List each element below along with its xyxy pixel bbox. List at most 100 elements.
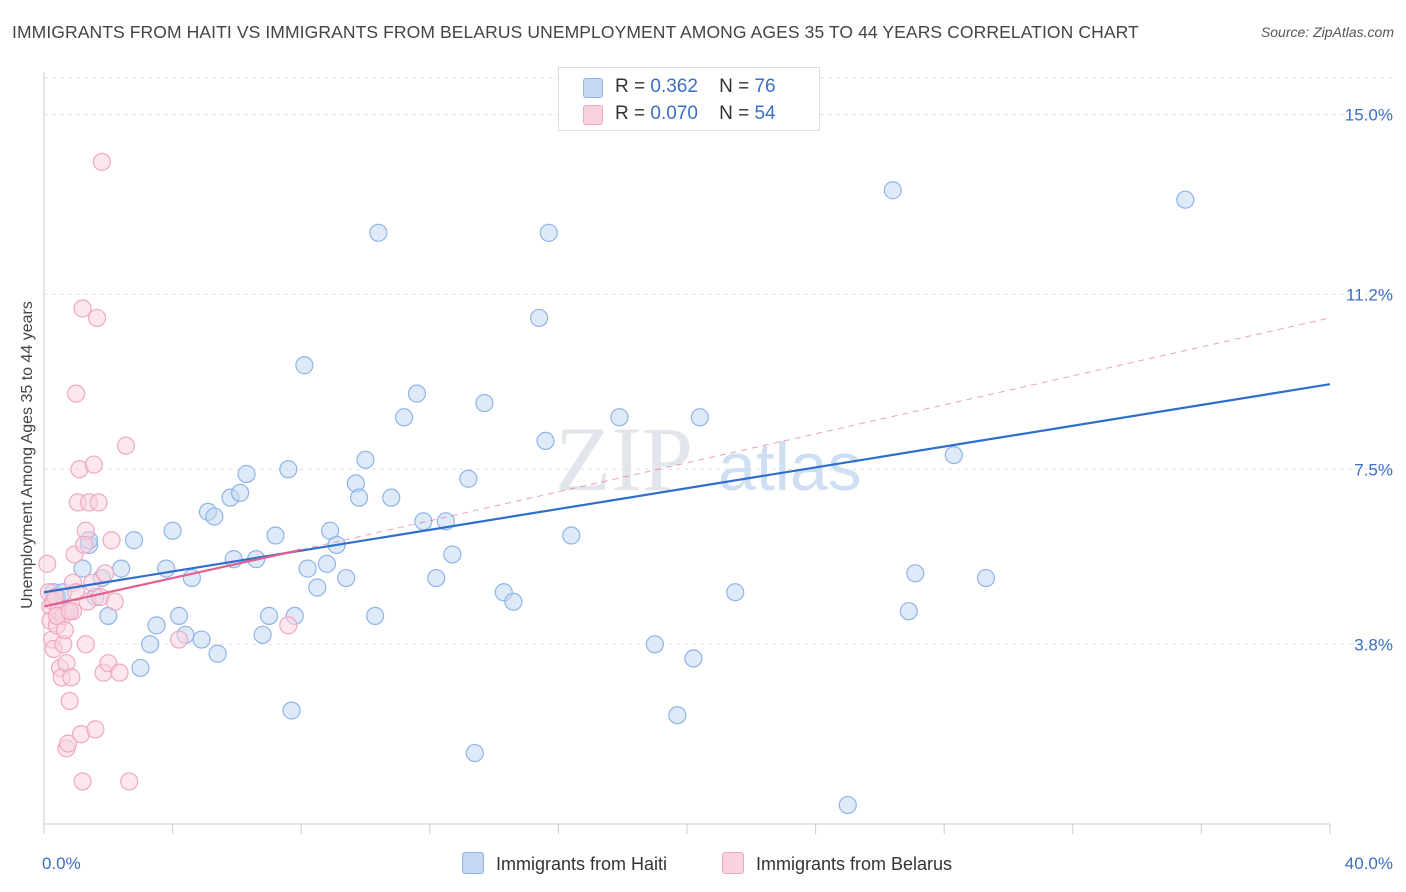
point-haiti (976, 568, 996, 588)
point-haiti (899, 602, 918, 621)
point-haiti (475, 393, 494, 413)
point-haiti (366, 606, 385, 625)
bottom-legend-label-haiti: Immigrants from Haiti (496, 854, 668, 874)
point-belarus (73, 772, 92, 791)
point-haiti (308, 578, 327, 597)
point-belarus (89, 493, 108, 512)
y-axis-label: Unemployment Among Ages 35 to 44 years (19, 301, 36, 609)
point-haiti (668, 706, 687, 725)
bottom-legend-belarus: Immigrants from Belarus (722, 852, 952, 875)
y-tick-label: 11.2% (1346, 285, 1393, 304)
point-haiti (427, 568, 446, 588)
point-haiti (726, 583, 745, 602)
point-belarus (76, 635, 95, 654)
point-haiti (298, 559, 317, 578)
bottom-legend-swatch-belarus (722, 852, 744, 874)
x-tick-label: 0.0% (42, 854, 81, 873)
axes (43, 72, 1331, 834)
point-belarus (59, 734, 78, 753)
point-belarus (92, 152, 111, 171)
point-belarus (84, 455, 103, 474)
point-haiti (349, 488, 369, 507)
point-haiti (414, 512, 433, 531)
point-belarus (62, 668, 81, 687)
correlation-legend: R = 0.362 N = 76 R = 0.070 N = 54 (558, 67, 820, 131)
point-haiti (536, 431, 555, 451)
point-belarus (169, 630, 189, 649)
point-haiti (645, 635, 664, 654)
bottom-legend-swatch-haiti (462, 852, 484, 874)
y-tick-label: 15.0% (1345, 106, 1393, 125)
point-belarus (86, 720, 105, 739)
point-haiti (504, 592, 523, 611)
point-belarus (67, 384, 86, 403)
watermark-atlas: atlas (718, 429, 862, 505)
point-belarus (110, 663, 129, 682)
point-haiti (259, 606, 279, 625)
legend-n-label: N = (719, 76, 750, 97)
point-haiti (124, 531, 144, 550)
point-haiti (562, 526, 581, 545)
trend-line-haiti (43, 383, 1331, 594)
point-belarus (73, 299, 92, 318)
trend-lines (43, 317, 1331, 608)
point-haiti (382, 488, 401, 507)
point-haiti (530, 308, 549, 328)
point-haiti (465, 743, 484, 763)
bottom-legend-haiti: Immigrants from Haiti (462, 852, 667, 875)
chart-title: IMMIGRANTS FROM HAITI VS IMMIGRANTS FROM… (12, 22, 1139, 42)
legend-r-label: R = (615, 76, 646, 97)
point-belarus (60, 602, 79, 621)
legend-swatch-belarus (583, 105, 603, 125)
point-haiti (459, 469, 478, 488)
point-haiti (883, 181, 902, 200)
point-haiti (944, 445, 963, 465)
point-haiti (394, 408, 414, 427)
point-belarus (60, 691, 79, 711)
bottom-legend-label-belarus: Immigrants from Belarus (756, 854, 953, 874)
point-belarus (95, 564, 115, 583)
legend-n-label: N = (719, 103, 750, 124)
point-haiti (73, 559, 92, 578)
point-haiti (192, 630, 211, 649)
watermark: ZIP atlas (555, 408, 862, 510)
point-belarus (55, 620, 74, 640)
point-haiti (140, 635, 160, 654)
point-haiti (147, 616, 166, 635)
point-belarus (75, 535, 94, 555)
point-haiti (690, 408, 709, 427)
point-haiti (443, 545, 462, 564)
source-credit: Source: ZipAtlas.com (1260, 24, 1394, 40)
point-belarus (105, 592, 124, 611)
legend-r-value-belarus: 0.070 (650, 103, 698, 124)
point-haiti (684, 649, 703, 668)
y-tick-label: 3.8% (1354, 635, 1393, 654)
legend-r-label: R = (615, 103, 646, 124)
point-haiti (208, 644, 227, 663)
point-haiti (282, 701, 301, 720)
point-haiti (237, 464, 256, 484)
point-haiti (231, 483, 250, 503)
legend-r-value-haiti: 0.362 (650, 76, 698, 97)
point-haiti (169, 606, 189, 625)
point-haiti (1176, 190, 1195, 209)
point-haiti (266, 526, 285, 545)
point-haiti (838, 795, 857, 815)
point-haiti (610, 408, 629, 427)
point-belarus (87, 308, 107, 328)
point-haiti (906, 564, 925, 583)
point-haiti (279, 460, 298, 479)
point-haiti (253, 625, 272, 644)
data-points (38, 152, 1195, 815)
point-haiti (295, 356, 314, 375)
point-haiti (337, 568, 356, 588)
trend-line-belarus (43, 548, 302, 608)
legend-n-value-belarus: 54 (754, 103, 776, 124)
point-belarus (102, 531, 121, 550)
point-haiti (369, 223, 388, 242)
x-tick-label: 40.0% (1345, 854, 1393, 873)
legend-n-value-haiti: 76 (754, 76, 776, 97)
point-haiti (407, 384, 427, 403)
point-haiti (205, 507, 224, 526)
point-belarus (38, 554, 57, 573)
